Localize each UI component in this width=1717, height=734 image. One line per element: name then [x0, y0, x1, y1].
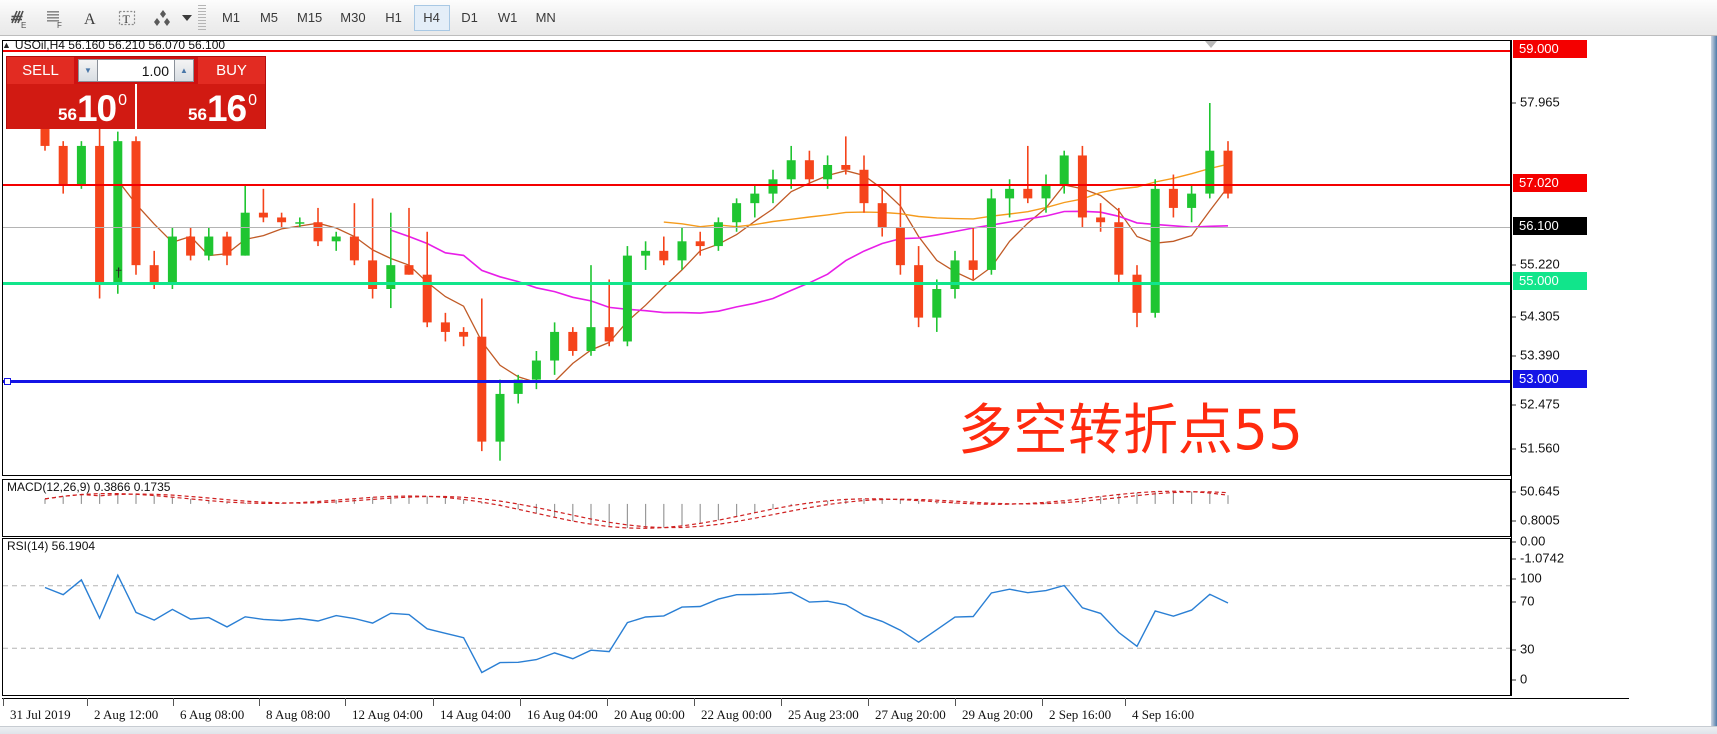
chart-text-annotation[interactable]: 多空转折点55 [958, 398, 1303, 462]
level-line-53000[interactable] [3, 380, 1510, 383]
text-object-icon[interactable]: T [110, 3, 144, 33]
price-tick-50645: 50.645 [1512, 484, 1560, 499]
time-tick-9: 25 Aug 23:00 [781, 698, 859, 722]
time-tick-1: 2 Aug 12:00 [86, 698, 159, 722]
level-line-59000[interactable] [3, 50, 1510, 52]
svg-text:E: E [21, 21, 26, 29]
timeframe-m15[interactable]: M15 [297, 10, 323, 25]
rsi-label: RSI(14) 56.1904 [7, 539, 96, 553]
time-tick-7: 20 Aug 00:00 [607, 698, 685, 722]
volume-up-icon[interactable]: ▲ [174, 59, 194, 82]
sell-price-fraction: 0 [118, 92, 127, 109]
price-tick-55220: 55.220 [1512, 257, 1560, 272]
rsi-tick-0: 0 [1512, 672, 1527, 687]
timeframe-m30[interactable]: M30 [340, 10, 366, 25]
time-tick-8: 22 Aug 00:00 [694, 698, 772, 722]
indicators-dropdown-icon[interactable] [180, 3, 194, 33]
price-badge-56100[interactable]: 56.100 [1513, 217, 1587, 235]
chart-area[interactable]: ▲ USOil,H4 56.160 56.210 56.070 56.100 多… [0, 36, 1717, 734]
symbol-ohlc-label: USOil,H4 56.160 56.210 56.070 56.100 [14, 38, 226, 52]
time-tick-5: 14 Aug 04:00 [433, 698, 511, 722]
level-anchor-53000[interactable] [4, 378, 11, 385]
sell-price-main: 10 [76, 88, 117, 129]
timeframe-d1[interactable]: D1 [461, 10, 478, 25]
level-line-57020[interactable] [3, 184, 1510, 186]
chart-shift-marker[interactable] [1205, 36, 1217, 48]
buy-price-fraction: 0 [248, 92, 257, 109]
time-tick-10: 27 Aug 20:00 [868, 698, 946, 722]
timeframe-w1[interactable]: W1 [497, 10, 518, 25]
collapse-triangle-icon[interactable]: ▲ [2, 39, 11, 50]
trade-panel-price-row: 56 10 0 56 16 0 [7, 84, 265, 129]
time-tick-11: 29 Aug 20:00 [955, 698, 1033, 722]
price-badge-57020[interactable]: 57.020 [1513, 174, 1587, 192]
price-scale[interactable]: 57.965 55.220 54.305 53.390 52.475 51.56… [1511, 40, 1629, 696]
timeframe-h4[interactable]: H4 [413, 4, 450, 31]
macd-panel[interactable] [2, 479, 1511, 537]
timeframe-h1[interactable]: H1 [385, 10, 402, 25]
window-vertical-scrollbar[interactable] [1711, 36, 1717, 726]
trade-panel-top-row: SELL ▼ 1.00 ▲ BUY [7, 57, 265, 84]
text-label-icon[interactable]: A [74, 3, 108, 33]
status-bar [0, 726, 1717, 734]
volume-input[interactable]: 1.00 [98, 59, 174, 82]
rsi-panel[interactable] [2, 538, 1511, 696]
one-click-trading-panel[interactable]: SELL ▼ 1.00 ▲ BUY 56 10 0 56 16 0 [6, 56, 266, 129]
price-badge-59000[interactable]: 59.000 [1513, 40, 1587, 58]
buy-button[interactable]: BUY [197, 57, 265, 84]
timeframe-m5[interactable]: M5 [259, 10, 279, 25]
volume-stepper[interactable]: ▼ 1.00 ▲ [75, 57, 197, 84]
cursor-crosshair-mark: † [115, 265, 123, 280]
buy-price-main: 16 [206, 88, 247, 129]
sell-button[interactable]: SELL [7, 57, 75, 84]
rsi-tick-30: 30 [1512, 642, 1534, 657]
time-tick-4: 12 Aug 04:00 [345, 698, 423, 722]
timeframe-mn[interactable]: MN [535, 10, 556, 25]
time-tick-12: 2 Sep 16:00 [1041, 698, 1112, 722]
svg-text:F: F [57, 21, 62, 29]
buy-price-prefix: 56 [188, 105, 207, 124]
macd-tick-n10742: -1.0742 [1512, 551, 1564, 566]
svg-text:T: T [123, 12, 131, 26]
level-line-56100 [3, 227, 1510, 228]
time-tick-0: 31 Jul 2019 [3, 698, 71, 722]
expert-advisors-icon[interactable]: E [2, 3, 36, 33]
volume-down-icon[interactable]: ▼ [78, 59, 98, 82]
price-tick-52475: 52.475 [1512, 397, 1560, 412]
macd-label: MACD(12,26,9) 0.3866 0.1735 [7, 480, 171, 494]
price-tick-54305: 54.305 [1512, 309, 1560, 324]
rsi-tick-100: 100 [1512, 571, 1542, 586]
data-window-icon[interactable]: F [38, 3, 72, 33]
price-tick-57965: 57.965 [1512, 95, 1560, 110]
time-tick-2: 6 Aug 08:00 [172, 698, 245, 722]
rsi-tick-70: 70 [1512, 594, 1534, 609]
price-badge-53000[interactable]: 53.000 [1513, 370, 1587, 388]
price-tick-51560: 51.560 [1512, 441, 1560, 456]
level-line-55000[interactable] [3, 282, 1510, 285]
chart-symbol-header: ▲ USOil,H4 56.160 56.210 56.070 56.100 [2, 38, 225, 52]
toolbar-grip[interactable] [198, 4, 206, 31]
buy-price-display[interactable]: 56 16 0 [137, 84, 265, 129]
sell-price-prefix: 56 [58, 105, 77, 124]
price-badge-55000[interactable]: 55.000 [1513, 272, 1587, 290]
price-tick-53390: 53.390 [1512, 348, 1560, 363]
svg-text:A: A [84, 11, 96, 28]
macd-tick-000: 0.00 [1512, 534, 1545, 549]
time-tick-6: 16 Aug 04:00 [520, 698, 598, 722]
indicators-icon[interactable] [146, 3, 180, 33]
macd-tick-08005: 0.8005 [1512, 513, 1560, 528]
time-tick-3: 8 Aug 08:00 [258, 698, 331, 722]
macd-series [44, 490, 1229, 529]
rsi-series [3, 573, 1510, 674]
timeframe-m1[interactable]: M1 [221, 10, 241, 25]
chart-toolbar: E F A T [0, 0, 1717, 36]
candlestick-series [40, 103, 1233, 461]
time-tick-13: 4 Sep 16:00 [1124, 698, 1195, 722]
sell-price-display[interactable]: 56 10 0 [7, 84, 137, 129]
